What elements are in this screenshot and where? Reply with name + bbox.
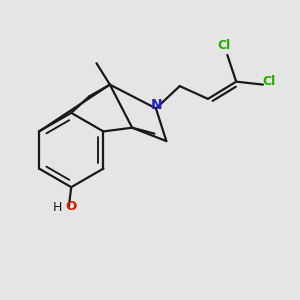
Text: Cl: Cl xyxy=(263,75,276,88)
Text: N: N xyxy=(151,98,163,112)
Text: H: H xyxy=(53,201,62,214)
Text: O: O xyxy=(66,200,77,213)
Text: Cl: Cl xyxy=(217,40,230,52)
